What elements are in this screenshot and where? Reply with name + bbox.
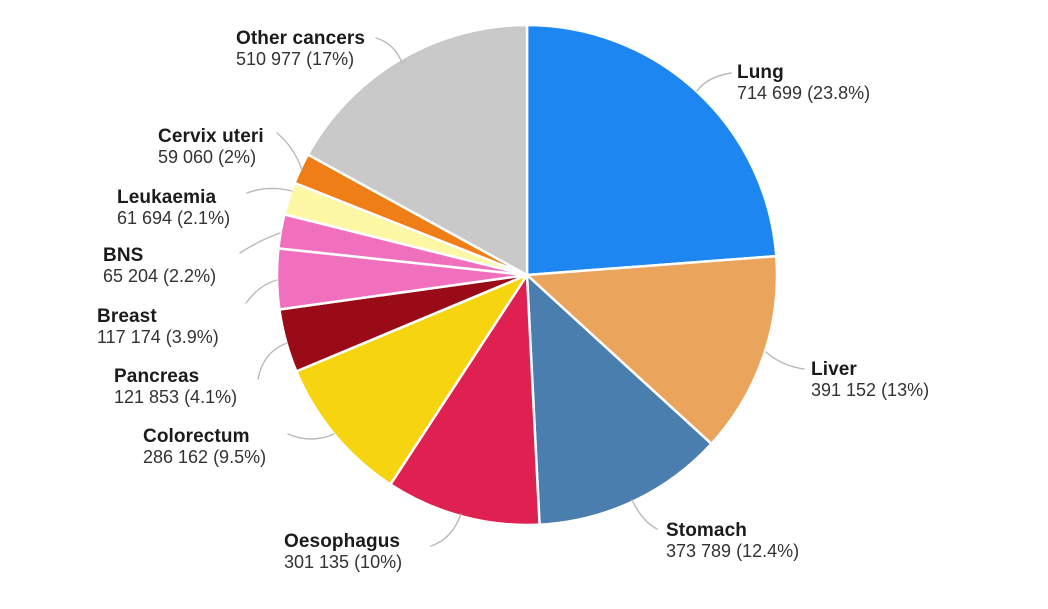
slice-value-breast: 117 174 (3.9%) (97, 327, 219, 347)
slice-name-colorectum: Colorectum (143, 426, 250, 447)
slice-label-leukaemia: Leukaemia 61 694 (2.1%) (117, 187, 230, 229)
leader-line-lung (696, 72, 732, 92)
slice-label-bns: BNS 65 204 (2.2%) (103, 245, 216, 287)
slice-name-bns: BNS (103, 245, 144, 266)
slice-name-cervix-uteri: Cervix uteri (158, 126, 264, 147)
slice-value-pancreas: 121 853 (4.1%) (114, 387, 238, 407)
slice-label-breast: Breast 117 174 (3.9%) (97, 306, 219, 348)
slice-label-liver: Liver 391 152 (13%) (811, 359, 929, 401)
leader-line-liver (765, 351, 805, 370)
pie-slice-oesophagus (389, 273, 541, 527)
slice-name-liver: Liver (811, 359, 857, 380)
slice-value-leukaemia: 61 694 (2.1%) (117, 208, 231, 228)
slice-value-cervix-uteri: 59 060 (2%) (158, 147, 257, 167)
slice-name-leukaemia: Leukaemia (117, 187, 217, 208)
pie-slice-other-cancers (306, 23, 529, 277)
slice-label-stomach: Stomach 373 789 (12.4%) (666, 520, 799, 562)
leader-line-stomach (631, 499, 658, 530)
slice-value-colorectum: 286 162 (9.5%) (143, 447, 267, 467)
slice-label-cervix-uteri: Cervix uteri 59 060 (2%) (158, 126, 264, 168)
slice-name-other-cancers: Other cancers (236, 28, 366, 49)
pie-slice-stomach (525, 273, 713, 526)
slice-label-lung: Lung 714 699 (23.8%) (737, 62, 870, 104)
slice-name-lung: Lung (737, 62, 784, 83)
slice-name-oesophagus: Oesophagus (284, 531, 401, 552)
leader-line-leukaemia (246, 187, 293, 194)
slice-name-pancreas: Pancreas (114, 366, 200, 387)
leader-line-oesophagus (430, 513, 462, 547)
slice-value-oesophagus: 301 135 (10%) (284, 552, 403, 572)
slice-label-pancreas: Pancreas 121 853 (4.1%) (114, 366, 237, 408)
slice-label-other-cancers: Other cancers 510 977 (17%) (236, 28, 365, 70)
pie-slice-lung (525, 23, 778, 277)
slice-label-oesophagus: Oesophagus 301 135 (10%) (284, 531, 402, 573)
slice-value-lung: 714 699 (23.8%) (737, 83, 871, 103)
leader-line-breast (245, 279, 278, 304)
pie-slice-liver (525, 254, 779, 446)
slice-value-other-cancers: 510 977 (17%) (236, 49, 355, 69)
slice-label-colorectum: Colorectum 286 162 (9.5%) (143, 426, 266, 468)
leader-line-cervix-uteri (276, 132, 303, 171)
leader-line-colorectum (287, 433, 335, 440)
slice-value-bns: 65 204 (2.2%) (103, 266, 217, 286)
slice-name-breast: Breast (97, 306, 157, 327)
slice-value-liver: 391 152 (13%) (811, 380, 930, 400)
slice-value-stomach: 373 789 (12.4%) (666, 541, 800, 561)
leader-line-bns (239, 232, 281, 254)
leader-line-other-cancers (375, 37, 403, 64)
pie-slice-colorectum (295, 273, 529, 486)
leader-line-pancreas (257, 342, 288, 380)
slice-name-stomach: Stomach (666, 520, 747, 541)
